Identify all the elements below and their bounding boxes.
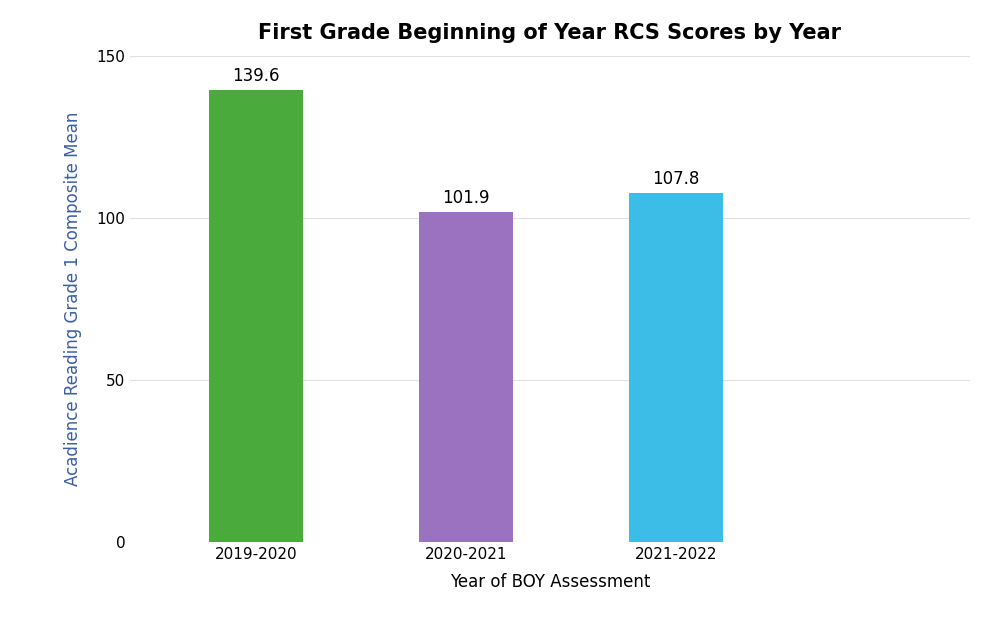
Text: 107.8: 107.8: [652, 170, 700, 188]
Bar: [629, 193, 723, 542]
Text: 101.9: 101.9: [442, 189, 490, 207]
Bar: [419, 212, 513, 542]
Bar: [209, 90, 303, 542]
X-axis label: Year of BOY Assessment: Year of BOY Assessment: [450, 573, 650, 591]
Y-axis label: Acadience Reading Grade 1 Composite Mean: Acadience Reading Grade 1 Composite Mean: [64, 112, 82, 486]
Text: 139.6: 139.6: [232, 67, 280, 85]
Title: First Grade Beginning of Year RCS Scores by Year: First Grade Beginning of Year RCS Scores…: [258, 24, 842, 44]
